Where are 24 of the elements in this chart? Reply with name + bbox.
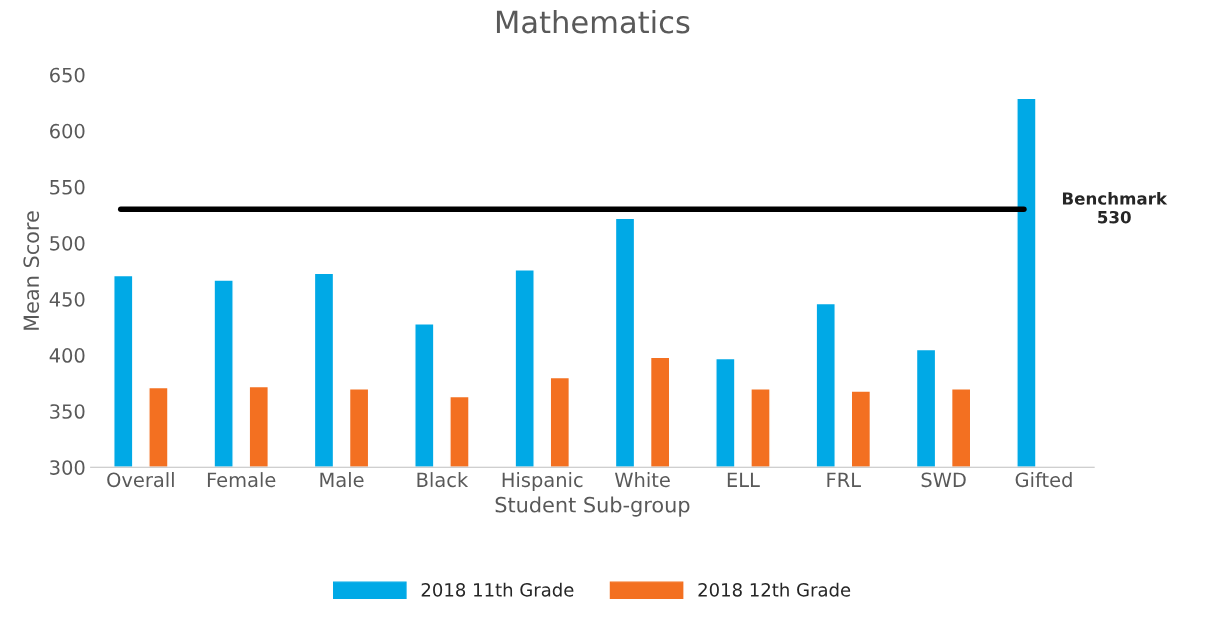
y-axis-title: Mean Score [23,211,40,330]
y-tick-label: 400 [49,348,85,363]
y-tick-label: 550 [50,179,85,195]
y-tick-label: 300 [50,460,85,475]
x-axis-title: Student Sub-group [495,496,690,517]
x-tick-label: Gifted [1015,472,1072,488]
x-tick-label: Male [320,472,364,488]
x-tick-label: White [614,472,670,488]
x-tick-label: Hispanic [502,472,583,491]
x-tick-label: Female [207,472,276,488]
chart-title: Mathematics [496,9,690,34]
legend-label: 2018 11th Grade [421,582,574,597]
x-tick-label: FRL [827,472,861,487]
y-tick-label: 350 [50,404,85,419]
y-tick-label: 500 [50,235,85,251]
x-tick-label: Overall [107,472,174,488]
y-tick-label: 650 [50,67,85,83]
y-tick-label: 600 [50,123,85,139]
x-tick-label: SWD [921,472,966,488]
y-tick-label: 450 [49,292,85,307]
ref-line-label: Benchmark 530 [1062,191,1168,224]
legend-label: 2018 12th Grade [698,582,851,597]
x-tick-label: Black [417,472,469,488]
x-tick-label: ELL [727,472,760,487]
